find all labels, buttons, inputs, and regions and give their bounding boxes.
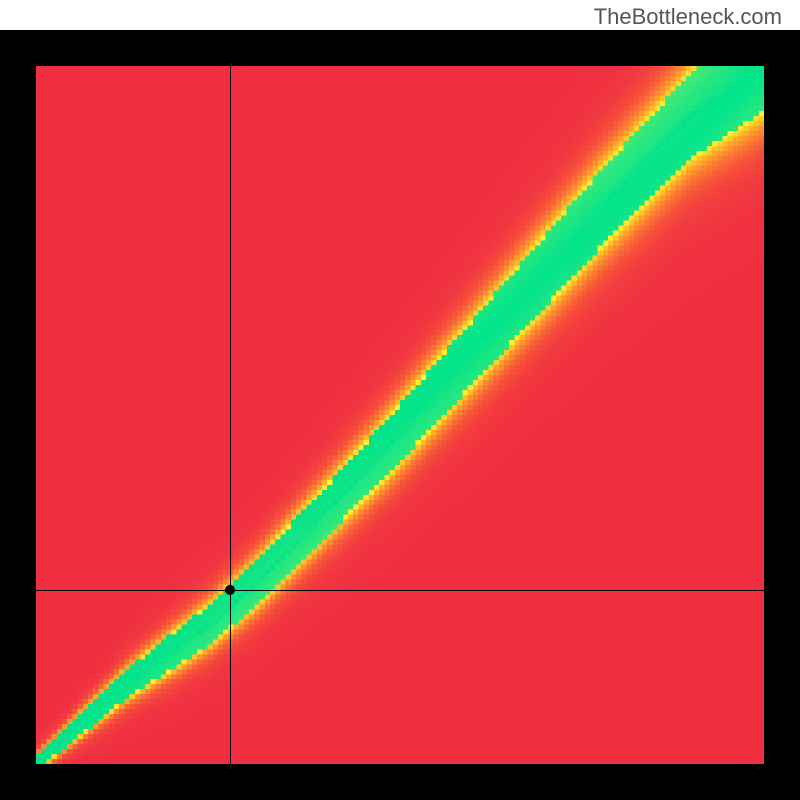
crosshair-horizontal — [36, 590, 764, 591]
crosshair-vertical — [230, 66, 231, 764]
heatmap-canvas — [36, 66, 764, 764]
chart-outer-frame — [0, 30, 800, 800]
crosshair-dot — [225, 585, 235, 595]
chart-container: TheBottleneck.com — [0, 0, 800, 800]
attribution-text: TheBottleneck.com — [594, 4, 782, 30]
plot-area — [36, 66, 764, 764]
